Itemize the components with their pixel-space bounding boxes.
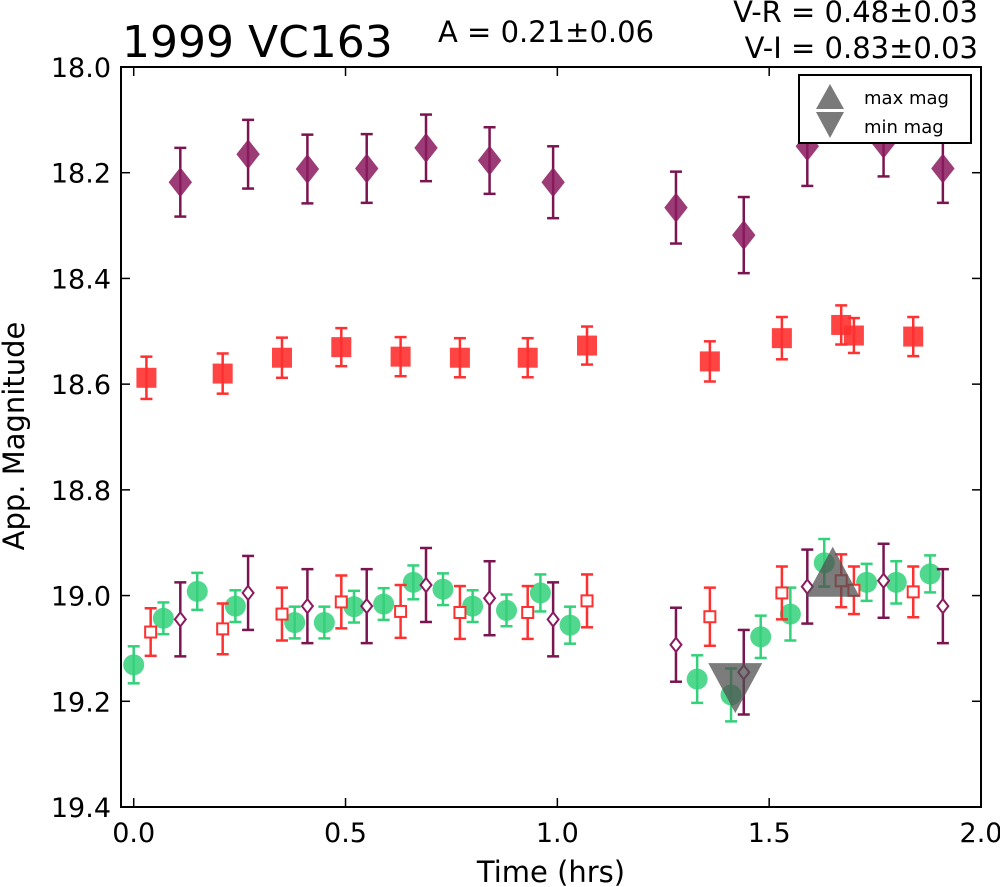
y-tick-label: 18.0 (51, 53, 111, 84)
data-point (517, 347, 538, 368)
tick-layer: 0.0 0.5 1.0 1.5 2.0 18.0 18.2 18.4 18.6 18.8 19.0 1… (51, 53, 1000, 849)
data-point (331, 337, 352, 358)
data-point (419, 576, 433, 594)
min-mag-marker (708, 663, 763, 714)
data-point (903, 326, 924, 347)
data-point (577, 335, 598, 356)
data-point (856, 571, 878, 593)
data-point (275, 607, 289, 621)
data-point (236, 139, 260, 170)
x-tick-label: 2.0 (960, 818, 1000, 849)
data-point (355, 153, 379, 184)
data-point (750, 626, 772, 648)
data-point (414, 132, 438, 163)
legend-min-mag-label: min mag (864, 117, 944, 138)
series-i-shifted (173, 542, 950, 716)
series-v (123, 537, 941, 723)
x-tick-label: 1.5 (748, 818, 791, 849)
data-point (168, 167, 193, 198)
data-point (216, 622, 230, 636)
data-point (843, 325, 864, 346)
data-point (559, 614, 581, 636)
data-point (546, 610, 560, 628)
data-point (664, 192, 688, 223)
data-point (482, 589, 497, 607)
legend-max-mag-label: max mag (864, 88, 949, 109)
data-point (390, 346, 411, 367)
max-mag-marker (805, 546, 860, 597)
data-point (686, 668, 708, 690)
data-point (123, 654, 145, 676)
data-point (224, 595, 246, 617)
color-vi-annotation: V-I = 0.83±0.03 (745, 31, 978, 65)
y-tick-label: 18.4 (51, 264, 111, 295)
y-axis-label: App. Magnitude (0, 322, 31, 551)
y-tick-label: 19.2 (51, 687, 111, 718)
data-point (212, 363, 233, 384)
data-point (271, 347, 292, 368)
data-point (477, 145, 502, 176)
data-point (449, 347, 470, 368)
data-point (334, 595, 348, 609)
data-point (453, 605, 467, 619)
data-point (359, 597, 374, 615)
data-point (343, 596, 365, 618)
data-point (541, 167, 565, 198)
x-tick-label: 0.5 (324, 818, 367, 849)
series-r-shifted (144, 553, 920, 658)
data-point (373, 593, 395, 615)
data-point (394, 604, 408, 618)
data-point (186, 580, 208, 602)
extrema-markers (708, 546, 860, 714)
data-point (669, 636, 683, 654)
data-point (699, 351, 720, 372)
data-point (432, 578, 454, 600)
y-tick-label: 18.8 (51, 476, 111, 507)
series-r (136, 304, 924, 401)
data-point (906, 585, 920, 599)
data-point (462, 595, 484, 617)
x-tick-label: 1.0 (536, 818, 579, 849)
data-point (136, 367, 157, 388)
data-point (300, 597, 315, 615)
data-point (876, 572, 891, 590)
data-point (521, 605, 535, 619)
data-point (703, 610, 717, 624)
x-tick-label: 0.0 (112, 818, 155, 849)
data-point (284, 612, 306, 634)
data-point (936, 597, 950, 615)
color-vr-annotation: V-R = 0.48±0.03 (733, 0, 978, 29)
plot-frame (120, 66, 982, 808)
data-point (173, 610, 188, 628)
data-point (580, 594, 594, 608)
data-point (732, 220, 756, 251)
legend: max mag min mag (798, 74, 972, 144)
legend-min-mag-marker (816, 112, 844, 138)
data-point (771, 328, 792, 349)
data-point (775, 586, 789, 600)
data-point (931, 153, 955, 184)
x-axis-label: Time (hrs) (476, 855, 625, 887)
data-point (144, 625, 158, 639)
data-point (295, 154, 320, 185)
data-point (241, 584, 255, 602)
data-marks (123, 105, 955, 723)
data-point (152, 607, 174, 629)
amplitude-annotation: A = 0.21±0.06 (438, 15, 654, 49)
y-tick-label: 18.6 (51, 370, 111, 401)
chart-title: 1999 VC163 (122, 17, 393, 68)
legend-max-mag-marker (816, 84, 844, 109)
data-point (496, 599, 518, 621)
y-tick-label: 18.2 (51, 159, 111, 190)
data-point (529, 582, 551, 604)
data-point (919, 563, 941, 585)
data-point (885, 571, 907, 593)
data-point (402, 571, 424, 593)
y-tick-label: 19.4 (51, 793, 111, 824)
data-point (313, 612, 335, 634)
y-tick-label: 19.0 (51, 582, 111, 613)
